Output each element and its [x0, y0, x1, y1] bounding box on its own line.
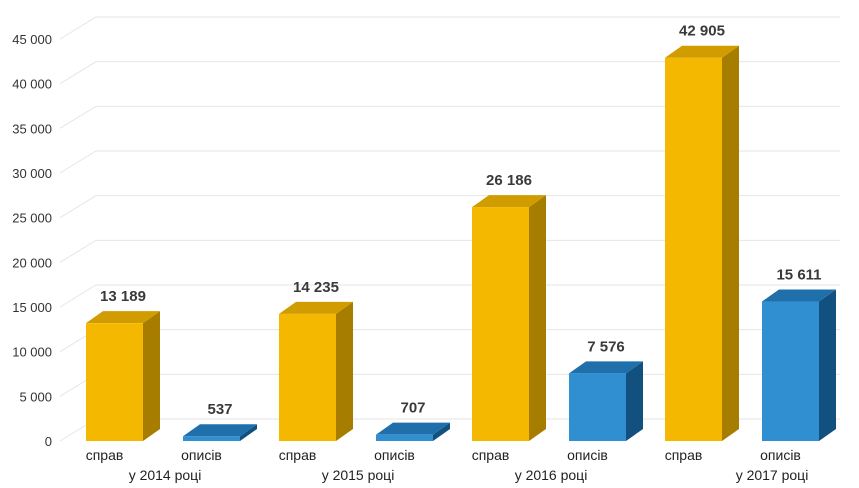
- gridline: [59, 284, 840, 308]
- data-label: 42 905: [679, 23, 725, 40]
- bar-top: [376, 422, 450, 435]
- y-tick-label: 40 000: [12, 77, 52, 92]
- y-tick-label: 30 000: [12, 166, 52, 181]
- y-tick-label: 20 000: [12, 255, 52, 270]
- bar-side: [240, 424, 257, 441]
- y-tick-label: 10 000: [12, 345, 52, 360]
- bar-top: [569, 361, 643, 374]
- bar-top: [279, 301, 353, 314]
- gridline: [59, 195, 840, 219]
- x-tick-label: справ: [279, 447, 317, 463]
- bar-front: [665, 57, 722, 441]
- bar: [665, 45, 739, 441]
- bar-front: [472, 207, 529, 441]
- bar: [762, 289, 836, 441]
- gridline: [59, 105, 840, 129]
- group-label: у 2016 році: [515, 467, 588, 483]
- gridline: [59, 16, 840, 40]
- category-labels: справ описів у 2014 році справ описів у 2015 …: [86, 447, 809, 483]
- data-label: 707: [400, 400, 425, 417]
- gridline: [59, 239, 840, 263]
- bar-top: [762, 289, 836, 302]
- bar-front: [762, 301, 819, 441]
- bars: [86, 45, 836, 441]
- data-label: 15 611: [776, 267, 821, 284]
- bar-front: [279, 313, 336, 441]
- bar-top: [86, 311, 160, 324]
- y-tick-label: 45 000: [12, 32, 52, 47]
- bar-side: [722, 45, 739, 441]
- value-labels: 13 189 537 14 235 707 26 186 7 576 42 905 15 61…: [100, 23, 821, 418]
- data-label: 13 189: [100, 288, 146, 305]
- x-tick-label: справ: [472, 447, 510, 463]
- bar: [279, 301, 353, 441]
- y-tick-label: 5 000: [19, 389, 52, 404]
- bar: [183, 424, 257, 441]
- y-tick-label: 0: [45, 434, 52, 449]
- bar-side: [336, 301, 353, 441]
- bar-top: [665, 45, 739, 58]
- bar-front: [86, 323, 143, 441]
- x-tick-label: описів: [374, 447, 415, 463]
- bar-front: [183, 436, 240, 441]
- data-label: 26 186: [486, 172, 532, 189]
- bar-top: [183, 424, 257, 437]
- bar: [86, 311, 160, 441]
- x-tick-label: описів: [567, 447, 608, 463]
- data-label: 537: [207, 401, 232, 418]
- x-tick-label: справ: [665, 447, 703, 463]
- gridline: [59, 61, 840, 85]
- bar-front: [569, 373, 626, 441]
- bar-front: [376, 434, 433, 441]
- bar: [569, 361, 643, 441]
- bar-side: [143, 311, 160, 441]
- group-label: у 2015 році: [322, 467, 395, 483]
- x-tick-label: описів: [760, 447, 801, 463]
- bar-top: [472, 195, 546, 208]
- bar-side: [529, 195, 546, 441]
- gridline: [59, 150, 840, 174]
- bar: [472, 195, 546, 441]
- y-tick-label: 15 000: [12, 300, 52, 315]
- y-axis-ticks: 0 5 000 10 000 15 000 20 000 25 000 30 000 35 0…: [12, 32, 52, 449]
- bar: [376, 422, 450, 441]
- group-label: у 2017 році: [736, 467, 809, 483]
- y-tick-label: 25 000: [12, 211, 52, 226]
- y-tick-label: 35 000: [12, 121, 52, 136]
- gridlines: [59, 16, 840, 442]
- x-tick-label: справ: [86, 447, 124, 463]
- data-label: 14 235: [293, 279, 339, 296]
- bar-side: [819, 289, 836, 441]
- group-label: у 2014 році: [129, 467, 202, 483]
- data-label: 7 576: [587, 338, 625, 355]
- x-tick-label: описів: [181, 447, 222, 463]
- bar-side: [433, 422, 450, 441]
- bar-side: [626, 361, 643, 441]
